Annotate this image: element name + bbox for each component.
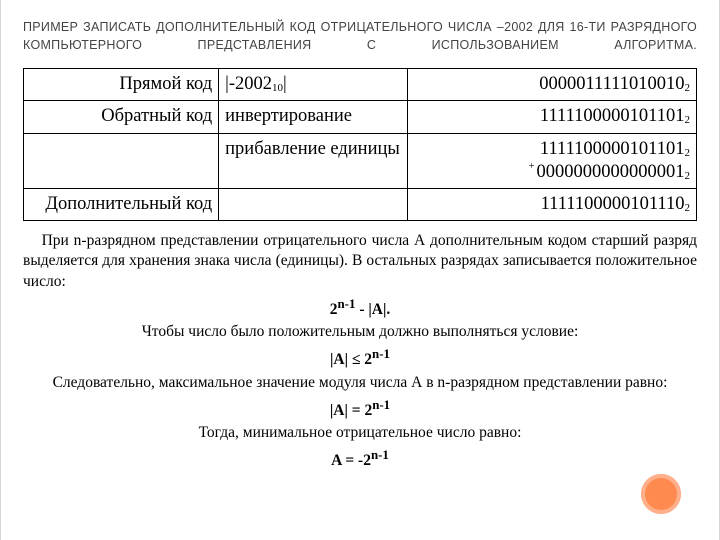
cell-op: |-200210| xyxy=(219,69,407,101)
cell-value: 11111000001011102 xyxy=(407,188,696,220)
table-row: Прямой код |-200210| 00000111110100102 xyxy=(24,69,697,101)
paragraph: Следовательно, максимальное значение мод… xyxy=(23,373,697,394)
table-row: прибавление единицы 11111000001011012 +0… xyxy=(24,133,697,188)
code-table: Прямой код |-200210| 00000111110100102 О… xyxy=(23,68,697,221)
cell-value: 00000111110100102 xyxy=(407,69,696,101)
cell-value: 11111000001011012 +00000000000000012 xyxy=(407,133,696,188)
cell-label: Обратный код xyxy=(24,101,219,133)
cell-value: 11111000001011012 xyxy=(407,101,696,133)
cell-label xyxy=(24,133,219,188)
cell-label: Прямой код xyxy=(24,69,219,101)
cell-op: инвертирование xyxy=(219,101,407,133)
formula: |A| ≤ 2n-1 xyxy=(23,345,697,371)
paragraph: Чтобы число было положительным должно вы… xyxy=(23,322,697,343)
paragraph: Тогда, минимальное отрицательное число р… xyxy=(23,423,697,444)
table-row: Дополнительный код 11111000001011102 xyxy=(24,188,697,220)
formula: 2n-1 - |A|. xyxy=(23,295,697,321)
formula: |A| = 2n-1 xyxy=(23,395,697,421)
cell-label: Дополнительный код xyxy=(24,188,219,220)
accent-circle-icon xyxy=(641,474,681,514)
table-row: Обратный код инвертирование 111110000010… xyxy=(24,101,697,133)
body-text: При n-разрядном представлении отрицатель… xyxy=(23,231,697,472)
formula: A = -2n-1 xyxy=(23,446,697,472)
cell-op: прибавление единицы xyxy=(219,133,407,188)
cell-op xyxy=(219,188,407,220)
slide-title: ПРИМЕР ЗАПИСАТЬ ДОПОЛНИТЕЛЬНЫЙ КОД ОТРИЦ… xyxy=(23,18,697,54)
paragraph: При n-разрядном представлении отрицатель… xyxy=(23,231,697,293)
